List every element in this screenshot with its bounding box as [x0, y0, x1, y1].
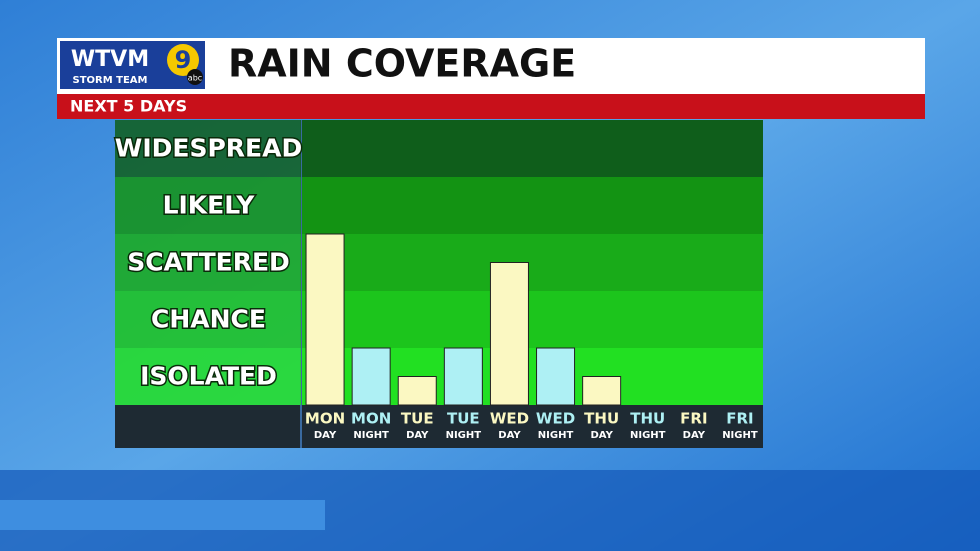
x-tick-label: FRI: [680, 410, 707, 428]
bar: [582, 376, 622, 406]
subtitle: NEXT 5 DAYS: [70, 97, 187, 116]
band: [302, 177, 763, 234]
x-tick-sublabel: DAY: [498, 430, 521, 441]
band: [302, 120, 763, 177]
logo-circle: [167, 44, 199, 76]
x-tick-label: TUE: [447, 410, 480, 428]
band-label-bg: [115, 120, 301, 177]
subheader-bar: [57, 94, 925, 119]
x-tick-sublabel: NIGHT: [353, 430, 389, 441]
band-label-bg: [115, 348, 301, 405]
channel: 9: [175, 46, 192, 74]
x-tick-sublabel: DAY: [590, 430, 613, 441]
x-tick-label: WED: [490, 410, 529, 428]
bar: [443, 347, 483, 406]
x-tick-sublabel: DAY: [406, 430, 429, 441]
x-tick-sublabel: NIGHT: [446, 430, 482, 441]
logo: WTVM: [71, 47, 149, 72]
title: RAIN COVERAGE: [228, 42, 576, 86]
bar: [397, 376, 437, 406]
network-circle: [187, 69, 203, 85]
band-label-bg: [115, 291, 301, 348]
logo-sub: STORM TEAM: [73, 75, 148, 86]
x-tick-label: THU: [630, 410, 665, 428]
band: [302, 291, 763, 348]
bar: [351, 347, 391, 406]
bar: [305, 233, 345, 406]
x-tick-label: MON: [305, 410, 345, 428]
background-band: [0, 500, 325, 530]
x-tick-label: MON: [351, 410, 391, 428]
x-tick-sublabel: DAY: [683, 430, 706, 441]
x-tick-label: THU: [584, 410, 619, 428]
x-tick-sublabel: NIGHT: [538, 430, 574, 441]
x-tick-sublabel: DAY: [314, 430, 337, 441]
bar: [489, 262, 529, 406]
label-strip: [115, 405, 763, 448]
band: [302, 234, 763, 291]
y-tick-label: SCATTERED: [127, 248, 290, 277]
x-tick-label: TUE: [401, 410, 434, 428]
x-tick-sublabel: NIGHT: [630, 430, 666, 441]
band-label-bg: [115, 177, 301, 234]
bar: [536, 347, 576, 406]
y-tick-label: ISOLATED: [140, 362, 277, 391]
network: abc: [188, 74, 202, 83]
y-tick-label: CHANCE: [151, 305, 266, 334]
x-tick-sublabel: NIGHT: [722, 430, 758, 441]
y-tick-label: WIDESPREAD: [115, 134, 302, 163]
band-label-bg: [115, 234, 301, 291]
y-tick-label: LIKELY: [163, 191, 256, 220]
x-tick-label: WED: [536, 410, 575, 428]
x-tick-label: FRI: [726, 410, 753, 428]
